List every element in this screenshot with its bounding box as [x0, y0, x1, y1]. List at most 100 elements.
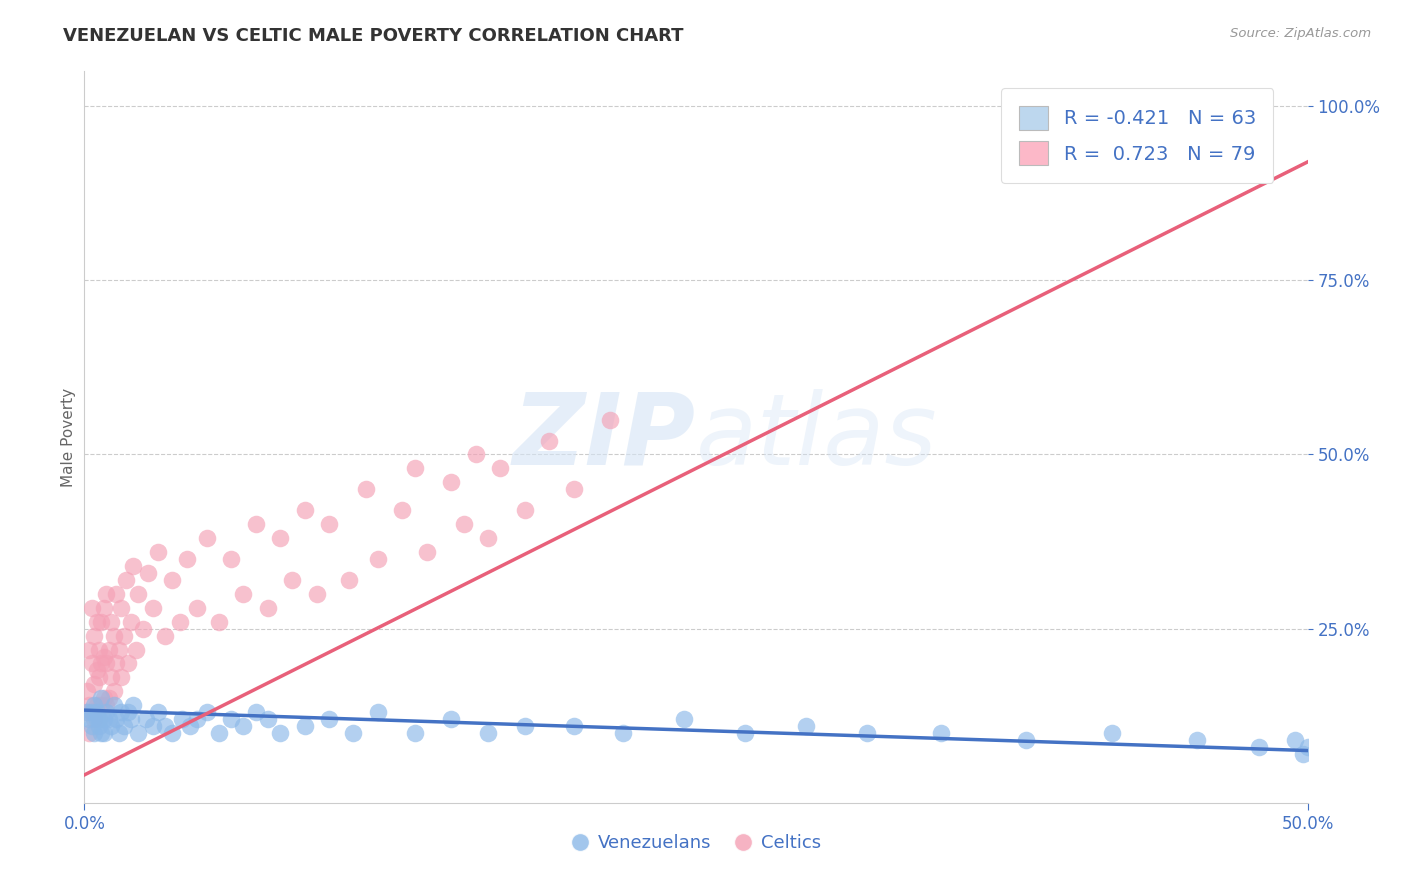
Point	[86, 698, 108, 713]
Point	[245, 705, 267, 719]
Point	[97, 691, 120, 706]
Point	[80, 719, 103, 733]
Point	[107, 642, 129, 657]
Text: ZIP: ZIP	[513, 389, 696, 485]
Point	[391, 503, 413, 517]
Legend: Venezuelans, Celtics: Venezuelans, Celtics	[564, 827, 828, 860]
Point	[105, 657, 128, 671]
Point	[97, 642, 120, 657]
Point	[142, 600, 165, 615]
Point	[86, 712, 108, 726]
Point	[195, 705, 218, 719]
Text: VENEZUELAN VS CELTIC MALE POVERTY CORRELATION CHART: VENEZUELAN VS CELTIC MALE POVERTY CORREL…	[63, 27, 683, 45]
Point	[294, 503, 316, 517]
Point	[96, 657, 118, 671]
Point	[110, 705, 132, 719]
Point	[208, 615, 231, 629]
Point	[80, 600, 103, 615]
Point	[856, 726, 879, 740]
Point	[93, 712, 115, 726]
Point	[86, 615, 108, 629]
Point	[90, 615, 112, 629]
Point	[1101, 726, 1123, 740]
Point	[76, 705, 98, 719]
Point	[146, 545, 169, 559]
Point	[83, 726, 105, 740]
Point	[562, 719, 585, 733]
Point	[538, 434, 561, 448]
Point	[80, 705, 103, 719]
Point	[172, 712, 194, 726]
Point	[208, 726, 231, 740]
Point	[120, 615, 142, 629]
Point	[179, 719, 201, 733]
Point	[136, 566, 159, 580]
Point	[1284, 733, 1306, 747]
Point	[404, 461, 426, 475]
Point	[97, 712, 120, 726]
Point	[1296, 740, 1319, 755]
Point	[612, 726, 634, 740]
Point	[96, 698, 118, 713]
Point	[83, 629, 105, 643]
Point	[83, 712, 105, 726]
Point	[162, 573, 184, 587]
Point	[305, 587, 328, 601]
Point	[337, 573, 360, 587]
Point	[77, 642, 100, 657]
Point	[367, 705, 389, 719]
Point	[93, 726, 115, 740]
Text: atlas: atlas	[696, 389, 938, 485]
Point	[86, 664, 108, 678]
Point	[477, 726, 499, 740]
Point	[562, 483, 585, 497]
Point	[122, 698, 145, 713]
Point	[100, 615, 122, 629]
Point	[232, 587, 254, 601]
Point	[83, 677, 105, 691]
Point	[1247, 740, 1270, 755]
Point	[87, 642, 110, 657]
Point	[110, 670, 132, 684]
Point	[105, 712, 128, 726]
Point	[269, 531, 291, 545]
Point	[146, 705, 169, 719]
Point	[1187, 733, 1209, 747]
Point	[76, 705, 98, 719]
Point	[100, 719, 122, 733]
Point	[186, 712, 208, 726]
Point	[318, 712, 340, 726]
Point	[93, 649, 115, 664]
Point	[672, 712, 695, 726]
Point	[117, 657, 139, 671]
Point	[489, 461, 512, 475]
Point	[103, 629, 125, 643]
Point	[110, 600, 132, 615]
Point	[477, 531, 499, 545]
Point	[1292, 747, 1315, 761]
Point	[76, 684, 98, 698]
Point	[125, 642, 148, 657]
Point	[112, 629, 135, 643]
Point	[90, 691, 112, 706]
Point	[342, 726, 364, 740]
Point	[794, 719, 817, 733]
Point	[513, 719, 536, 733]
Point	[77, 712, 100, 726]
Point	[186, 600, 208, 615]
Point	[464, 448, 486, 462]
Point	[80, 705, 103, 719]
Point	[354, 483, 377, 497]
Point	[90, 726, 112, 740]
Point	[83, 698, 105, 713]
Point	[117, 705, 139, 719]
Point	[87, 712, 110, 726]
Point	[440, 712, 463, 726]
Point	[115, 573, 138, 587]
Point	[87, 712, 110, 726]
Point	[93, 691, 115, 706]
Point	[318, 517, 340, 532]
Point	[513, 503, 536, 517]
Point	[103, 684, 125, 698]
Point	[96, 705, 118, 719]
